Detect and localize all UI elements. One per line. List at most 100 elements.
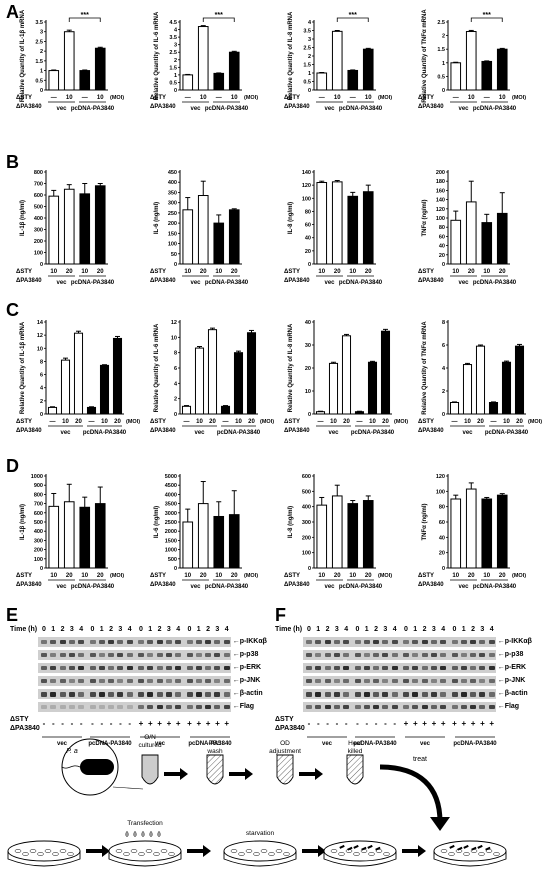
sty-sign: + — [215, 719, 220, 728]
y-tick-label: 0.5 — [303, 80, 311, 86]
blot-band — [488, 691, 495, 697]
bar — [316, 504, 328, 569]
bacteria-in-dish — [339, 844, 345, 849]
blot-band — [108, 705, 115, 709]
time-point: 3 — [334, 626, 339, 633]
bar — [112, 337, 123, 415]
droplet-icon — [149, 830, 153, 838]
treat-arrow — [379, 764, 443, 823]
blot-band — [195, 653, 202, 657]
blot-band — [440, 679, 447, 683]
bar — [475, 345, 486, 415]
sty-sign: + — [196, 719, 201, 728]
y-tick-label: 100 — [436, 216, 445, 222]
time-point: 3 — [383, 626, 388, 633]
y-axis-label: Relative Quantity of IL-6 mRNA — [154, 323, 160, 412]
blot-band — [343, 705, 350, 709]
x-tick-label: 20 — [499, 269, 506, 275]
bacteria-in-dish — [485, 846, 491, 851]
y-tick-label: 300 — [34, 228, 43, 234]
y-tick-label: 800 — [34, 492, 43, 498]
blot-band — [165, 653, 172, 657]
y-tick-label: 4.5 — [169, 20, 177, 26]
cell-icon — [330, 849, 338, 853]
group-label-vec: vec — [56, 106, 67, 112]
y-tick-label: 3 — [308, 37, 311, 43]
y-tick-label: 6 — [40, 373, 43, 379]
blot-band — [89, 691, 96, 697]
blot-band — [315, 653, 322, 657]
transfection-label: Transfection — [127, 820, 163, 827]
blot-band — [186, 640, 193, 644]
bar — [450, 498, 462, 569]
protein-label: ←p-IKKαβ — [497, 638, 532, 645]
sty-sign: - — [43, 719, 46, 728]
blot-band — [412, 640, 419, 644]
time-point: 4 — [224, 626, 229, 633]
y-tick-label: 50 — [171, 252, 177, 258]
blot-strip — [38, 637, 231, 647]
x-tick-label: 10 — [330, 419, 337, 425]
group-label-pcdna: pcDNA-PA3840 — [339, 280, 383, 286]
blot-band — [126, 691, 133, 697]
blot-band — [156, 691, 163, 697]
bar — [462, 364, 473, 415]
blot-group-label: vec — [155, 741, 166, 747]
sty-sign: + — [206, 719, 211, 728]
group-label-vec: vec — [324, 280, 335, 286]
chart-a-1: Relative Quantity of IL-1β mRNA 0 0.5 1 1.5 2… — [16, 9, 124, 112]
cell-icon — [44, 849, 52, 853]
blot-band — [373, 679, 380, 683]
bar — [182, 521, 194, 569]
blot-band — [68, 653, 75, 657]
blot-band — [50, 653, 57, 657]
arrow-icon — [302, 845, 326, 857]
sty-sign: - — [345, 719, 348, 728]
blot-band — [333, 691, 340, 697]
y-tick-label: 60 — [439, 234, 445, 240]
blot-band — [324, 640, 331, 644]
blot-band — [186, 705, 193, 709]
sty-sign: - — [110, 719, 113, 728]
blot-band — [391, 640, 398, 644]
blot-band — [165, 666, 172, 670]
bar — [481, 222, 493, 265]
blot-band — [205, 666, 212, 670]
sty-sign: - — [384, 719, 387, 728]
time-point: 0 — [355, 626, 360, 633]
significance-label: *** — [81, 12, 89, 19]
y-tick-label: 0 — [174, 88, 177, 94]
time-point: 0 — [139, 626, 143, 633]
chart-d-2: IL-6 (ng/ml) 0 500 1000 1500 2000 2500 3000 3500… — [150, 474, 258, 590]
blot-strip — [38, 676, 231, 686]
y-tick-label: 0 — [40, 262, 43, 268]
protein-label: ←Flag — [497, 703, 520, 710]
group-label-vec: vec — [56, 280, 67, 286]
arrow-icon — [402, 845, 426, 857]
sty-sign: + — [157, 719, 162, 728]
x-tick-label: — — [319, 95, 325, 101]
protein-label: ←p-JNK — [232, 677, 261, 684]
y-tick-label: 1500 — [165, 538, 177, 544]
blot-band — [138, 691, 144, 697]
blot-band — [403, 653, 409, 657]
sty-sign: - — [91, 719, 94, 728]
y-tick-label: 0.5 — [169, 80, 177, 86]
blot-band — [324, 691, 331, 697]
sty-sign: + — [471, 719, 476, 728]
bar — [496, 48, 508, 91]
step-label: Heat — [348, 740, 362, 747]
bar — [228, 51, 240, 91]
blot-band — [363, 679, 370, 683]
pa-label: ΔPA3840 — [418, 104, 444, 110]
bar — [347, 69, 359, 91]
blot-band — [363, 640, 370, 644]
bar — [213, 222, 225, 265]
bar — [328, 362, 339, 415]
bar — [481, 498, 493, 569]
sty-sign: + — [480, 719, 485, 728]
group-label-vec: vec — [328, 430, 339, 436]
y-tick-label: 4000 — [165, 492, 177, 498]
sty-label: ΔSTY — [275, 716, 294, 723]
bar — [362, 500, 374, 569]
